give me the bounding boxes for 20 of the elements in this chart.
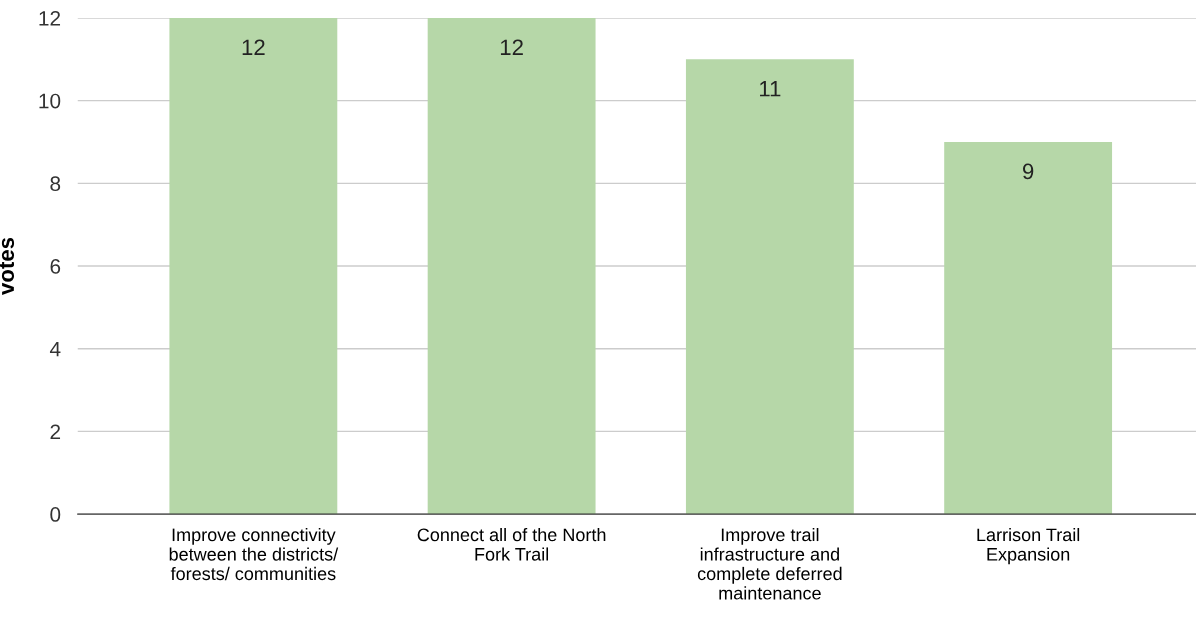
data-label: 9 — [1022, 163, 1034, 180]
data-label: 12 — [242, 39, 265, 55]
bar — [427, 17, 596, 515]
y-tick-label: 0 — [50, 507, 61, 522]
x-tick-label: Improve connectivity between the districts/ forests/ communities — [169, 527, 339, 581]
y-axis-title: votes — [0, 237, 15, 295]
y-tick-label: 4 — [49, 341, 61, 357]
y-tick-label: 6 — [50, 259, 61, 274]
data-label: 11 — [760, 81, 781, 97]
x-tick-label: Improve trail infrastructure and complete deferred maintenance — [697, 527, 842, 600]
bar — [169, 17, 338, 515]
y-tick-label: 10 — [39, 93, 61, 109]
y-tick-label: 12 — [39, 10, 61, 26]
x-tick-label: Connect all of the North Fork Trail — [417, 527, 606, 561]
y-tick-label: 8 — [50, 176, 61, 192]
data-label: 12 — [500, 39, 523, 55]
y-tick-label: 2 — [50, 424, 61, 439]
x-tick-label: Larrison Trail Expansion — [977, 527, 1080, 565]
bar — [685, 59, 854, 515]
bar — [944, 141, 1113, 515]
